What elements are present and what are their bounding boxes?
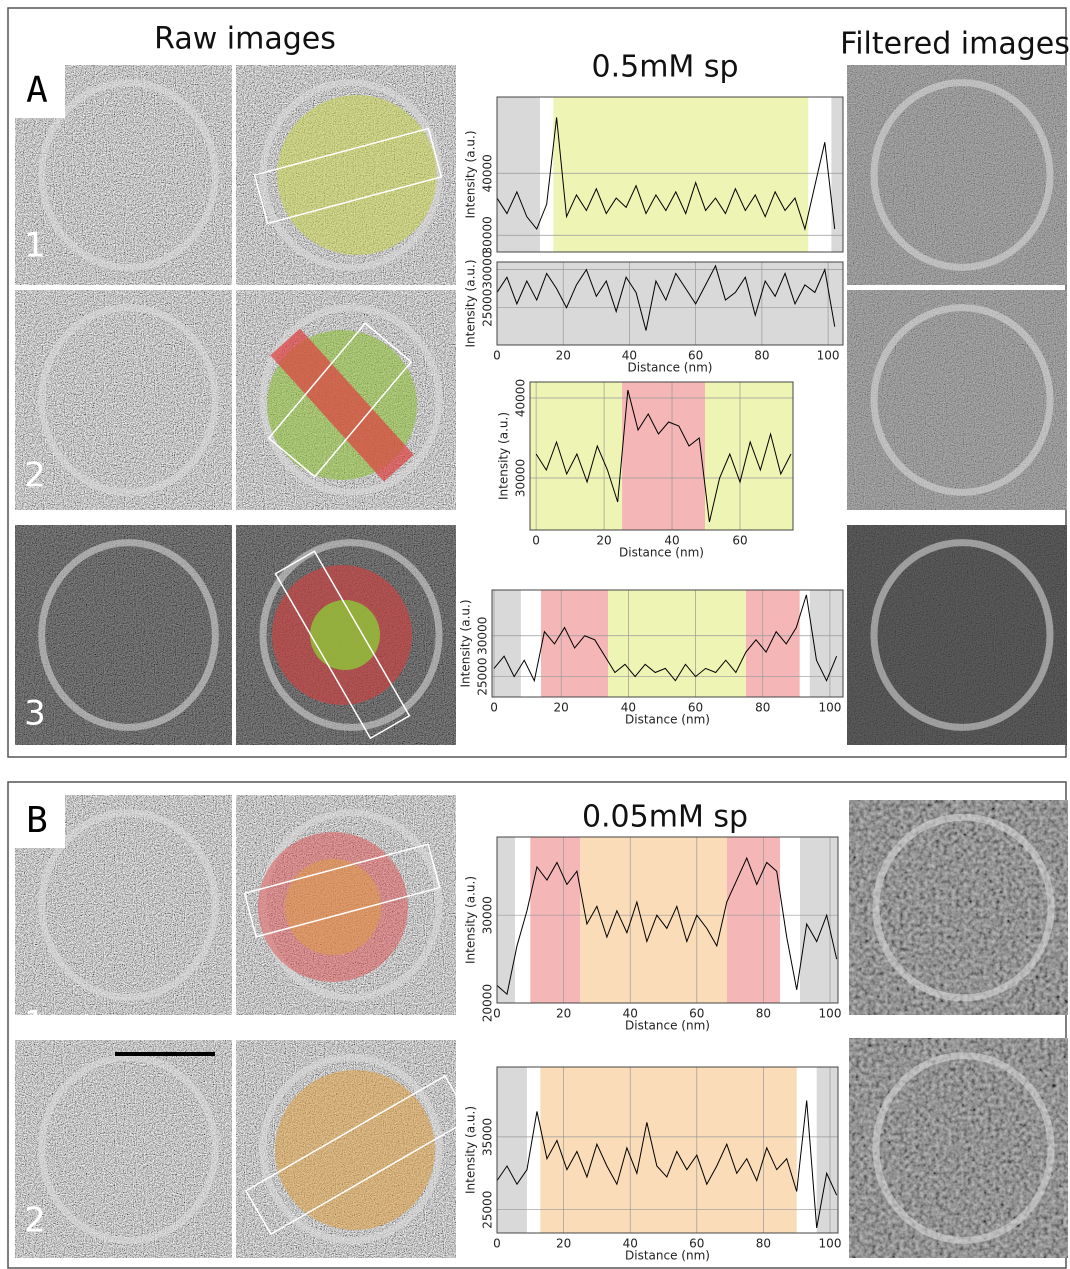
y-tick-label: 30000	[481, 251, 495, 289]
region	[580, 837, 727, 1003]
x-tick-label: 0	[532, 534, 540, 548]
x-tick-label: 100	[819, 1007, 842, 1021]
x-tick-label: 100	[819, 1237, 842, 1251]
dim	[15, 525, 232, 745]
x-axis-label: Distance (nm)	[625, 1019, 710, 1033]
x-tick-label: 20	[556, 1007, 571, 1021]
chart: 30000 40000Intensity (a.u.)	[464, 97, 844, 254]
region	[497, 837, 515, 1003]
smoothing	[847, 290, 1067, 510]
region	[746, 590, 800, 697]
x-tick-label: 80	[756, 1237, 771, 1251]
x-tick-label: 20	[596, 534, 611, 548]
x-axis-label: Distance (nm)	[625, 713, 710, 727]
region	[608, 590, 746, 697]
x-tick-label: 60	[732, 534, 747, 548]
figure: A B Raw images Filtered images 0.5mM sp …	[0, 0, 1070, 1269]
y-axis-label: Intensity (a.u.)	[464, 260, 478, 348]
y-tick-label: 35000	[481, 1118, 495, 1156]
y-axis-label: Intensity (a.u.)	[464, 131, 478, 219]
x-tick-label: 100	[818, 701, 841, 715]
micrograph	[15, 1040, 232, 1258]
region	[622, 382, 705, 530]
overlay	[277, 95, 437, 255]
x-tick-label: 80	[755, 701, 770, 715]
y-tick-label: 30000	[481, 216, 495, 254]
x-tick-label: 0	[493, 349, 501, 363]
region	[727, 837, 780, 1003]
x-axis-label: Distance (nm)	[625, 1249, 710, 1263]
tone	[849, 800, 1068, 1015]
row-number: 1	[24, 226, 46, 266]
x-tick-label: 20	[556, 349, 571, 363]
y-tick-label: 30000	[481, 896, 495, 934]
y-axis-label: Intensity (a.u.)	[459, 600, 473, 688]
micrograph	[15, 290, 232, 510]
y-tick-label: 25000	[481, 1191, 495, 1229]
row-number: 2	[24, 456, 46, 496]
x-tick-label: 100	[817, 349, 840, 363]
overlay	[275, 1070, 435, 1230]
region	[705, 382, 793, 530]
x-axis-label: Distance (nm)	[619, 546, 704, 560]
panel-label: B	[26, 800, 48, 841]
x-tick-label: 0	[493, 1007, 501, 1021]
panel-title: 0.5mM sp	[591, 50, 738, 85]
row-number: 2	[24, 1201, 46, 1241]
region	[541, 590, 608, 697]
x-tick-label: 20	[556, 1237, 571, 1251]
y-tick-label: 30000	[476, 617, 490, 655]
y-tick-label: 25000	[481, 289, 495, 327]
region	[553, 97, 808, 252]
x-tick-label: 20	[554, 701, 569, 715]
x-tick-label: 0	[493, 1237, 501, 1251]
x-tick-label: 80	[756, 1007, 771, 1021]
y-tick-label: 40000	[514, 379, 528, 417]
panel-label: A	[26, 70, 48, 111]
y-tick-label: 40000	[481, 154, 495, 192]
region	[800, 837, 838, 1003]
region	[831, 97, 843, 252]
region	[497, 262, 843, 345]
region	[497, 1067, 527, 1233]
y-tick-label: 25000	[476, 657, 490, 695]
row-number: 3	[24, 694, 46, 734]
region	[540, 1067, 796, 1233]
region	[492, 590, 521, 697]
row-number: 1	[24, 1004, 46, 1044]
column-header: Filtered images	[840, 27, 1070, 62]
region	[497, 97, 540, 252]
x-tick-label: 80	[754, 349, 769, 363]
y-tick-label: 30000	[514, 459, 528, 497]
dim	[847, 525, 1067, 745]
tone	[849, 1038, 1068, 1258]
y-axis-label: Intensity (a.u.)	[464, 1106, 478, 1194]
x-tick-label: 0	[490, 701, 498, 715]
y-axis-label: Intensity (a.u.)	[464, 876, 478, 964]
x-axis-label: Distance (nm)	[628, 361, 713, 375]
y-axis-label: Intensity (a.u.)	[497, 412, 511, 500]
overlay	[310, 600, 380, 670]
chart: 2500030000020406080100Intensity (a.u.)Di…	[459, 590, 844, 727]
panel-title: 0.05mM sp	[582, 800, 748, 835]
column-header: Raw images	[154, 22, 336, 57]
smoothing	[847, 65, 1067, 285]
region	[530, 837, 580, 1003]
